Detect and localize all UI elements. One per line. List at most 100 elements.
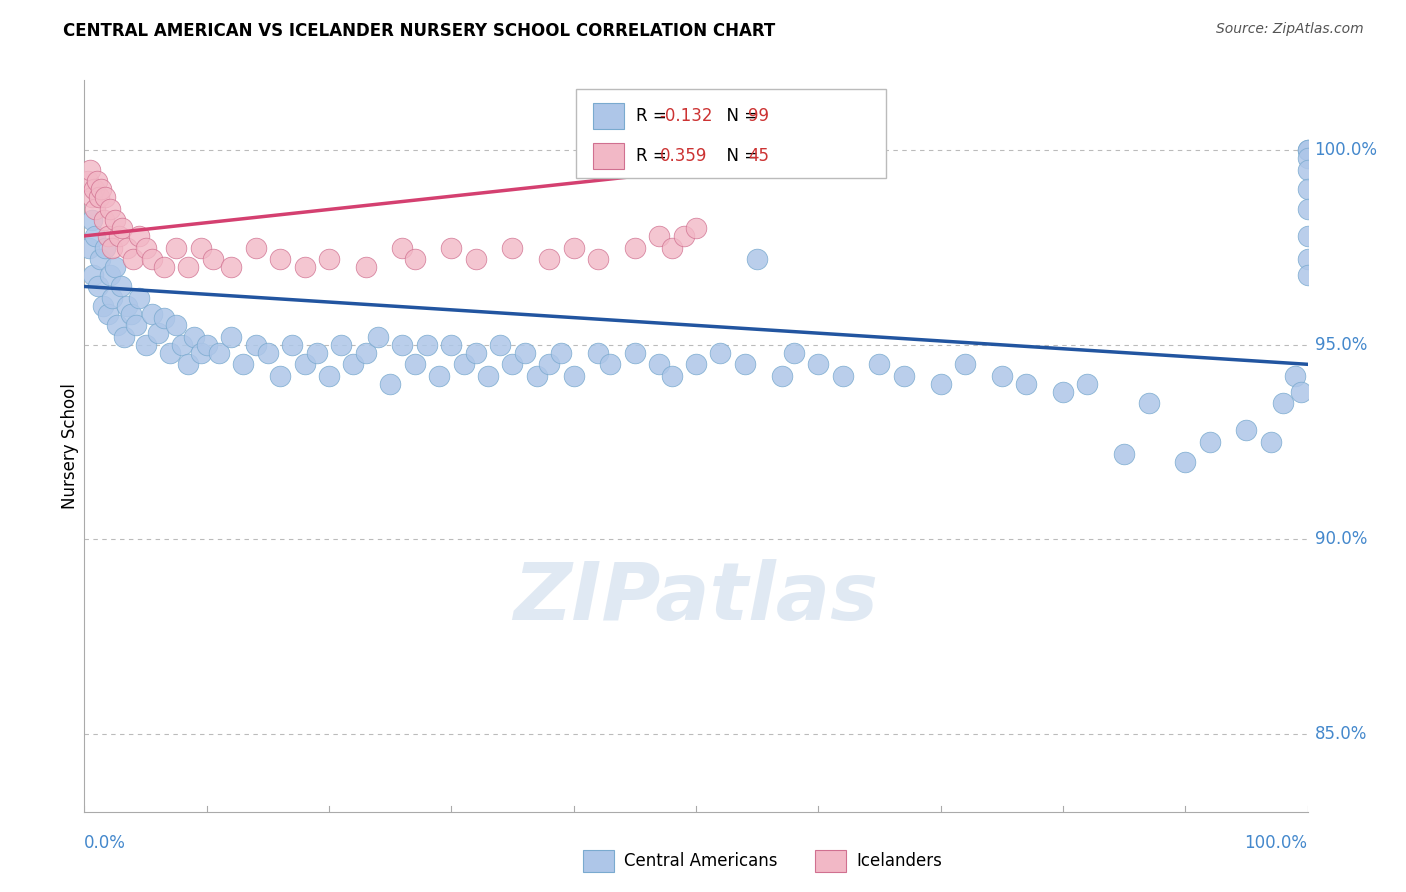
- Point: [141, 252, 163, 267]
- Point: [87, 279, 110, 293]
- Point: [77, 241, 100, 255]
- Point: [201, 252, 224, 267]
- Point: [513, 345, 536, 359]
- Point: [101, 291, 124, 305]
- Text: R =: R =: [636, 147, 672, 165]
- Point: [219, 330, 242, 344]
- Point: [122, 252, 145, 267]
- Point: [367, 330, 389, 344]
- Point: [831, 368, 853, 383]
- Point: [1114, 447, 1136, 461]
- Point: [709, 345, 731, 359]
- Point: [98, 268, 121, 282]
- Point: [770, 368, 793, 383]
- Point: [318, 252, 340, 267]
- Point: [80, 213, 103, 227]
- Point: [86, 174, 108, 188]
- Point: [269, 252, 291, 267]
- Point: [112, 330, 135, 344]
- Point: [94, 190, 117, 204]
- Point: [734, 357, 756, 371]
- Point: [153, 260, 176, 274]
- Point: [128, 228, 150, 243]
- Point: [354, 260, 377, 274]
- Point: [146, 326, 169, 341]
- Point: [661, 241, 683, 255]
- Point: [269, 368, 291, 383]
- Text: 99: 99: [748, 107, 769, 125]
- Point: [807, 357, 830, 371]
- Point: [1137, 396, 1160, 410]
- Point: [128, 291, 150, 305]
- Point: [391, 338, 413, 352]
- Point: [97, 307, 120, 321]
- Point: [869, 357, 891, 371]
- Point: [165, 241, 187, 255]
- Point: [783, 345, 806, 359]
- Point: [153, 310, 176, 325]
- Point: [1291, 384, 1313, 399]
- Point: [464, 345, 486, 359]
- Point: [1296, 151, 1319, 165]
- Point: [1234, 424, 1257, 438]
- Point: [599, 357, 621, 371]
- Point: [648, 228, 671, 243]
- Point: [404, 252, 426, 267]
- Point: [165, 318, 187, 333]
- Point: [1015, 376, 1038, 391]
- Point: [159, 345, 181, 359]
- Text: 0.359: 0.359: [659, 147, 707, 165]
- Point: [177, 357, 200, 371]
- Point: [501, 241, 523, 255]
- Point: [190, 345, 212, 359]
- Point: [294, 260, 316, 274]
- Point: [489, 338, 512, 352]
- Point: [281, 338, 304, 352]
- Point: [318, 368, 340, 383]
- Point: [1174, 454, 1197, 468]
- Point: [79, 162, 101, 177]
- Text: 45: 45: [748, 147, 769, 165]
- Point: [1076, 376, 1098, 391]
- Point: [91, 299, 114, 313]
- Point: [427, 368, 450, 383]
- Point: [586, 345, 609, 359]
- Text: 0.0%: 0.0%: [84, 834, 127, 852]
- Text: N =: N =: [716, 107, 763, 125]
- Point: [135, 338, 157, 352]
- Point: [294, 357, 316, 371]
- Point: [550, 345, 572, 359]
- Y-axis label: Nursery School: Nursery School: [60, 383, 79, 509]
- Point: [190, 241, 212, 255]
- Point: [562, 241, 585, 255]
- Point: [141, 307, 163, 321]
- Point: [416, 338, 439, 352]
- Point: [538, 357, 561, 371]
- Point: [84, 202, 107, 216]
- Text: ZIPatlas: ZIPatlas: [513, 558, 879, 637]
- Point: [672, 228, 695, 243]
- Point: [208, 345, 231, 359]
- Point: [380, 376, 402, 391]
- Text: 95.0%: 95.0%: [1315, 336, 1367, 354]
- Point: [1198, 435, 1220, 450]
- Point: [111, 221, 134, 235]
- Point: [991, 368, 1014, 383]
- Point: [624, 345, 647, 359]
- Point: [115, 299, 138, 313]
- Point: [104, 213, 127, 227]
- Point: [501, 357, 523, 371]
- Point: [97, 228, 120, 243]
- Point: [135, 241, 157, 255]
- Point: [624, 241, 647, 255]
- Text: 100.0%: 100.0%: [1315, 141, 1378, 160]
- Point: [586, 252, 609, 267]
- Point: [661, 368, 683, 383]
- Point: [526, 368, 548, 383]
- Point: [93, 213, 115, 227]
- Point: [1296, 268, 1319, 282]
- Point: [120, 307, 142, 321]
- Point: [1296, 162, 1319, 177]
- Text: 100.0%: 100.0%: [1244, 834, 1308, 852]
- Point: [80, 190, 103, 204]
